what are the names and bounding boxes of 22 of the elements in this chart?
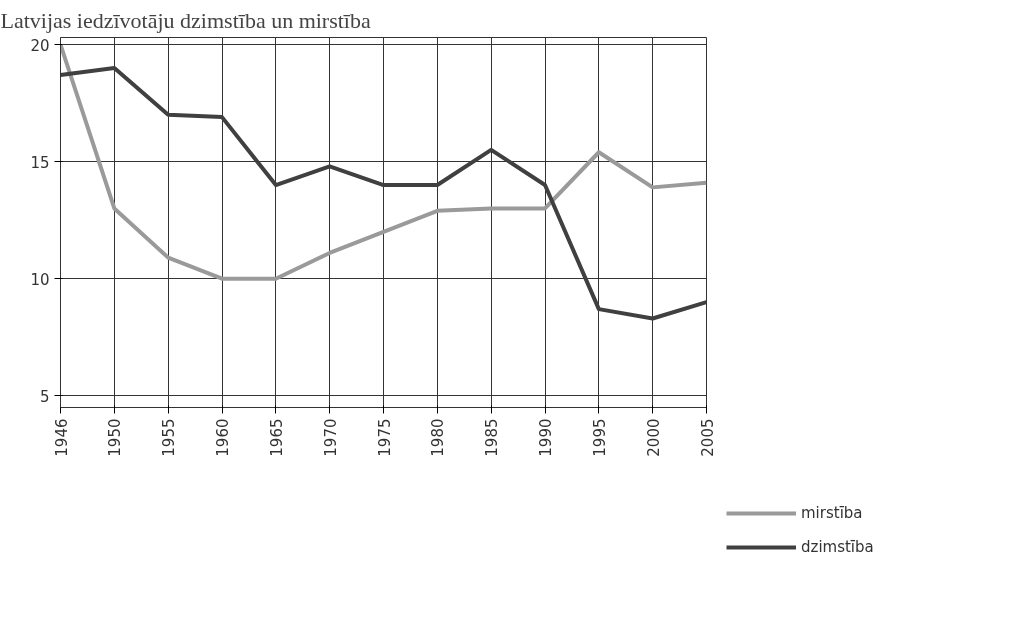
line-series (60, 42, 707, 281)
x-tick-label: 1970 (321, 418, 340, 457)
x-tick-label: 1985 (483, 418, 502, 457)
x-tick-label: 1975 (375, 418, 394, 457)
y-tick-label: 10 (30, 270, 50, 289)
y-tick-label: 20 (30, 36, 50, 55)
legend-label: dzimstība (801, 538, 874, 556)
chart-title: Latvijas iedzīvotāju dzimstība un mirstība (0, 7, 371, 33)
line-series (60, 65, 707, 321)
y-tick-label: 15 (30, 153, 50, 172)
x-tick-label: 1965 (267, 418, 286, 457)
x-tick-label: 2005 (698, 418, 717, 457)
x-tick-label: 2000 (644, 418, 663, 457)
x-tick-label: 1995 (590, 418, 609, 457)
legend-label: mirstība (801, 504, 863, 522)
x-tick-label: 1980 (429, 418, 448, 457)
x-tick-label: 1946 (52, 418, 71, 457)
y-tick-label: 5 (39, 387, 50, 406)
x-tick-label: 1950 (106, 418, 125, 457)
x-tick-label: 1960 (214, 418, 232, 457)
x-tick-label: 1955 (160, 418, 179, 457)
x-tick-label: 1990 (537, 418, 555, 457)
